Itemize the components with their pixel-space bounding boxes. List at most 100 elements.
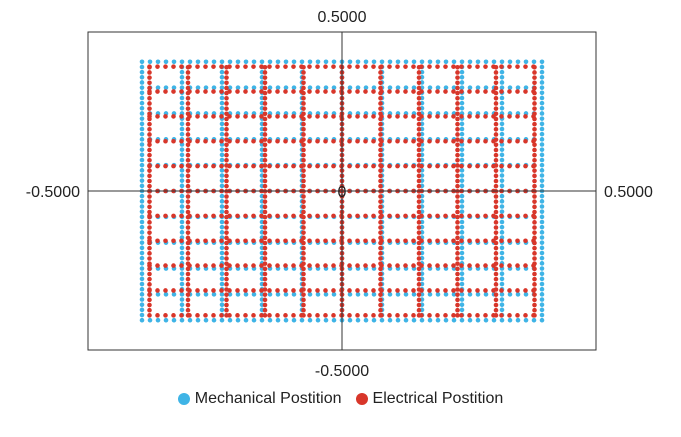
data-point bbox=[539, 219, 545, 225]
data-point bbox=[507, 59, 513, 65]
data-point bbox=[262, 302, 268, 308]
data-point bbox=[416, 261, 422, 266]
data-point bbox=[387, 313, 392, 318]
data-point bbox=[493, 80, 499, 86]
data-point bbox=[499, 307, 505, 313]
data-point bbox=[347, 292, 353, 297]
data-point bbox=[147, 220, 152, 225]
data-point bbox=[185, 225, 191, 230]
data-point bbox=[185, 199, 191, 204]
data-point bbox=[227, 85, 233, 90]
data-point bbox=[291, 317, 297, 323]
data-point bbox=[455, 96, 460, 101]
data-point bbox=[539, 178, 545, 183]
data-point bbox=[163, 64, 168, 69]
data-point bbox=[211, 292, 217, 297]
data-point bbox=[155, 163, 160, 169]
legend-item-mechanical[interactable]: Mechanical Postition bbox=[177, 390, 342, 408]
data-point bbox=[139, 250, 145, 256]
data-point bbox=[155, 114, 160, 119]
data-point bbox=[491, 317, 497, 323]
data-point bbox=[493, 225, 499, 230]
data-point bbox=[301, 70, 306, 75]
data-point bbox=[427, 317, 433, 323]
data-point bbox=[459, 193, 465, 199]
data-point bbox=[147, 209, 152, 215]
data-point bbox=[219, 163, 224, 169]
data-point bbox=[499, 173, 505, 178]
data-point bbox=[499, 297, 505, 302]
data-point bbox=[243, 238, 248, 244]
data-point bbox=[179, 213, 184, 219]
data-point bbox=[147, 230, 152, 235]
data-point bbox=[539, 95, 545, 101]
data-point bbox=[499, 131, 505, 137]
legend-marker-electrical bbox=[355, 393, 368, 405]
data-point bbox=[507, 317, 513, 323]
data-point bbox=[147, 245, 152, 251]
data-point bbox=[224, 64, 229, 70]
data-point bbox=[301, 127, 306, 132]
data-point bbox=[147, 214, 152, 220]
data-point bbox=[331, 313, 336, 318]
data-point bbox=[459, 317, 465, 323]
data-point bbox=[195, 163, 200, 169]
data-point bbox=[301, 245, 306, 251]
data-point bbox=[291, 313, 296, 318]
data-point bbox=[139, 302, 145, 308]
data-point bbox=[459, 173, 465, 178]
data-point bbox=[219, 288, 224, 293]
legend-item-electrical[interactable]: Electrical Postition bbox=[355, 390, 503, 408]
data-point bbox=[493, 230, 499, 235]
data-point bbox=[219, 89, 224, 94]
data-point bbox=[301, 307, 306, 313]
data-point bbox=[475, 317, 481, 323]
data-point bbox=[455, 101, 460, 106]
data-point bbox=[416, 297, 422, 303]
data-point bbox=[179, 147, 185, 152]
data-point bbox=[493, 282, 499, 287]
data-point bbox=[331, 85, 337, 90]
data-point bbox=[459, 307, 465, 313]
data-point bbox=[185, 163, 191, 168]
data-point bbox=[147, 168, 152, 173]
data-point bbox=[219, 59, 225, 65]
data-point bbox=[139, 157, 145, 163]
data-point bbox=[493, 96, 499, 101]
data-point bbox=[475, 59, 481, 65]
data-point bbox=[262, 214, 268, 220]
data-point bbox=[195, 313, 200, 318]
data-point bbox=[455, 158, 460, 163]
data-point bbox=[155, 313, 160, 318]
data-point bbox=[507, 138, 512, 144]
data-point bbox=[435, 138, 440, 144]
data-point bbox=[301, 158, 306, 163]
data-point bbox=[139, 111, 145, 116]
data-point bbox=[139, 240, 145, 245]
data-point bbox=[224, 111, 229, 117]
data-point bbox=[224, 147, 229, 153]
data-point bbox=[275, 64, 280, 69]
data-point bbox=[139, 106, 145, 111]
data-point bbox=[443, 114, 448, 119]
data-point bbox=[301, 96, 306, 101]
data-point bbox=[224, 96, 229, 101]
data-point bbox=[387, 85, 393, 90]
data-point bbox=[224, 276, 229, 282]
data-point bbox=[427, 213, 432, 219]
data-point bbox=[259, 64, 264, 69]
data-point bbox=[435, 238, 440, 244]
data-point bbox=[283, 238, 288, 244]
data-point bbox=[475, 213, 480, 219]
data-point bbox=[499, 238, 504, 244]
data-point bbox=[243, 85, 249, 90]
data-point bbox=[493, 235, 499, 241]
data-point bbox=[532, 75, 537, 80]
data-point bbox=[459, 250, 465, 256]
data-point bbox=[262, 178, 268, 184]
data-point bbox=[211, 85, 217, 90]
data-point bbox=[532, 271, 537, 277]
data-point bbox=[532, 199, 537, 204]
data-point bbox=[539, 111, 545, 116]
data-point bbox=[371, 317, 377, 323]
